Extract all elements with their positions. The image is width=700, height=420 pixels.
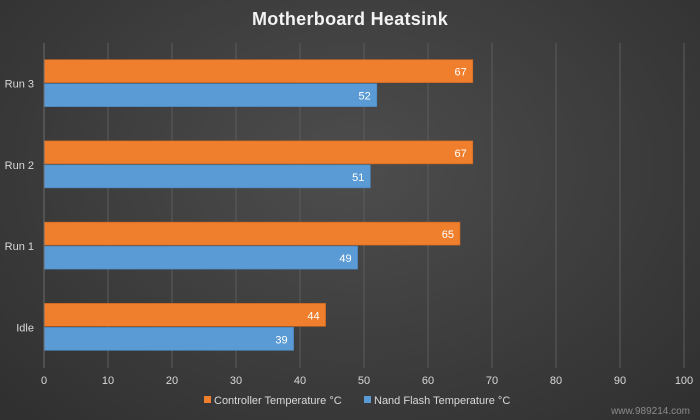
- legend-swatch: [204, 396, 211, 403]
- bar-controller-idle: [43, 303, 326, 327]
- x-tick-label: 40: [294, 375, 306, 387]
- legend: Controller Temperature °C Nand Flash Temp…: [204, 395, 510, 407]
- bar-nand-run-1: [43, 245, 358, 270]
- data-label: 44: [307, 310, 319, 322]
- x-tick-label: 90: [614, 375, 626, 387]
- x-tick-label: 70: [486, 375, 498, 387]
- category-label: Run 2: [5, 160, 34, 172]
- x-tick-label: 80: [550, 375, 562, 387]
- data-label: 67: [455, 67, 467, 79]
- bar-nand-run-2: [43, 164, 371, 189]
- x-tick-label: 60: [422, 375, 434, 387]
- bar-controller-run-3: [43, 59, 474, 83]
- legend-swatch: [364, 396, 371, 403]
- data-label: 39: [275, 334, 287, 346]
- x-tick-label: 30: [230, 375, 242, 387]
- value-labels: 44 39 65 49 67 51 67 52: [275, 67, 466, 347]
- chart-title: Motherboard Heatsink: [252, 9, 449, 29]
- data-label: 67: [455, 148, 467, 160]
- x-tick-label: 0: [41, 375, 47, 387]
- axes: 0 10 20 30 40 50 60 70 80 90 100 Idle Run 1 Run 2 Run …: [5, 43, 693, 387]
- category-label: Run 1: [5, 241, 34, 253]
- data-label: 52: [359, 91, 371, 103]
- x-tick-label: 10: [102, 375, 114, 387]
- watermark: www.989214.com: [610, 406, 690, 417]
- bar-nand-idle: [43, 327, 294, 351]
- data-label: 51: [352, 172, 364, 184]
- category-label: Idle: [16, 322, 34, 334]
- category-label: Run 3: [5, 79, 34, 91]
- legend-label: Nand Flash Temperature °C: [374, 395, 510, 407]
- bar-controller-run-2: [43, 140, 474, 165]
- x-tick-label: 100: [675, 375, 693, 387]
- data-label: 49: [339, 253, 351, 265]
- legend-label: Controller Temperature °C: [214, 395, 342, 407]
- bar-nand-run-3: [43, 83, 378, 107]
- x-tick-label: 20: [166, 375, 178, 387]
- bar-controller-run-1: [43, 221, 461, 246]
- bars: [43, 59, 474, 351]
- data-label: 65: [442, 229, 454, 241]
- x-tick-label: 50: [358, 375, 370, 387]
